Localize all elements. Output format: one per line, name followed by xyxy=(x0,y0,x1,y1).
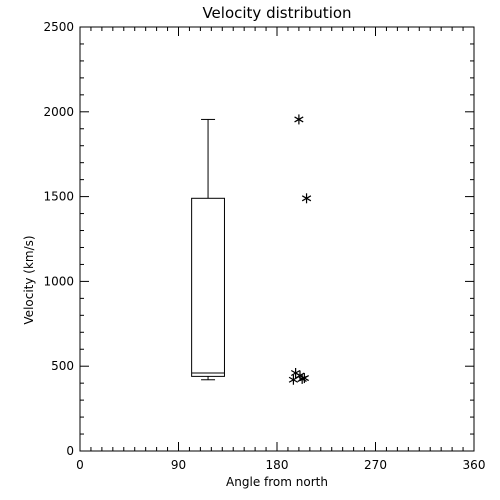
box-plot xyxy=(191,118,225,381)
x-tick-label: 270 xyxy=(364,458,387,472)
y-tick-label: 500 xyxy=(51,359,74,373)
point-stroke xyxy=(297,375,307,382)
x-tick-label: 0 xyxy=(76,458,84,472)
point-stroke xyxy=(294,116,304,123)
data-point xyxy=(288,374,299,385)
y-tick-label: 2000 xyxy=(43,105,74,119)
y-tick-label: 2500 xyxy=(43,20,74,34)
y-tick-label: 0 xyxy=(66,444,74,458)
chart-title: Velocity distribution xyxy=(202,4,351,22)
axis-ticks xyxy=(79,26,475,452)
y-tick-label: 1000 xyxy=(43,274,74,288)
x-axis-label: Angle from north xyxy=(226,475,328,489)
box-iqr xyxy=(191,197,225,377)
data-point xyxy=(297,373,307,384)
y-tick-label: 1500 xyxy=(43,190,74,204)
data-points xyxy=(288,114,312,385)
data-point xyxy=(301,193,312,204)
x-tick-label: 360 xyxy=(463,458,486,472)
data-point xyxy=(294,114,304,125)
x-tick-label: 180 xyxy=(266,458,289,472)
x-tick-label: 90 xyxy=(171,458,186,472)
point-stroke xyxy=(288,376,299,383)
plot-frame xyxy=(79,26,475,452)
y-axis-label: Velocity (km/s) xyxy=(22,235,36,324)
tick-labels: 0 90 180 270 360 0 500 1000 1500 2000 2500 xyxy=(43,20,485,472)
point-stroke xyxy=(301,195,312,202)
